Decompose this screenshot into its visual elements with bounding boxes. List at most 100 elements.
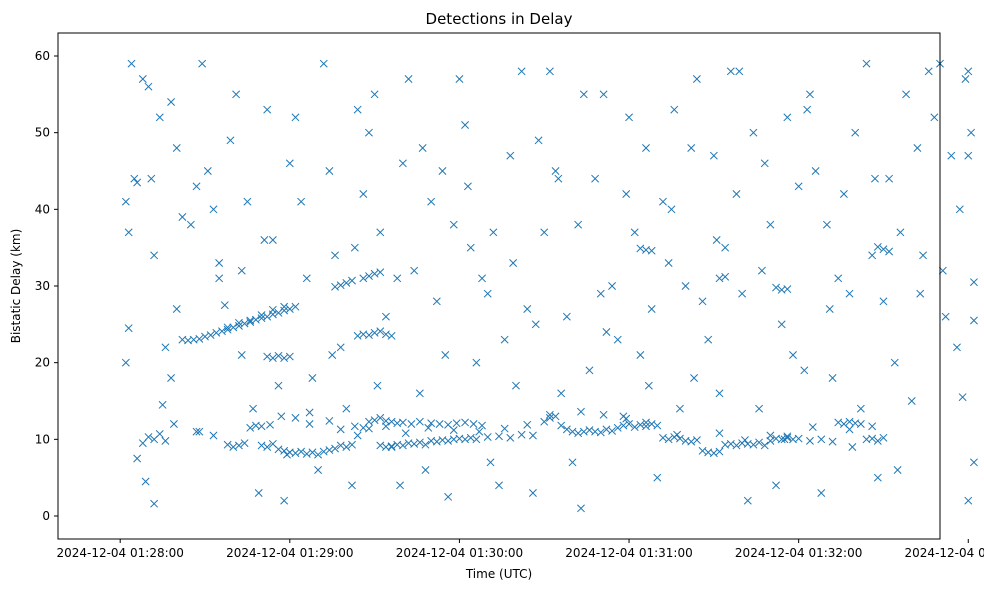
y-tick-label: 20 <box>35 356 50 370</box>
data-point-marker <box>234 441 243 450</box>
data-point-marker <box>599 410 608 419</box>
data-point-marker <box>297 447 306 456</box>
data-point-marker <box>766 220 775 229</box>
data-point-marker <box>902 90 911 99</box>
data-point-marker <box>418 144 427 152</box>
y-tick-label: 60 <box>35 49 50 63</box>
data-point-marker <box>220 301 229 310</box>
data-point-marker <box>305 420 314 428</box>
data-point-marker <box>780 435 789 444</box>
data-point-marker <box>365 128 373 137</box>
data-point-marker <box>268 354 277 363</box>
y-tick-label: 40 <box>35 202 50 216</box>
data-point-marker <box>376 327 385 336</box>
data-point-marker <box>879 297 888 306</box>
data-point-marker <box>845 289 854 298</box>
data-point-marker <box>237 351 246 359</box>
data-point-marker <box>246 423 255 432</box>
data-point-marker <box>907 397 916 405</box>
y-tick-label: 50 <box>35 126 50 140</box>
data-point-marker <box>489 228 498 237</box>
data-point-marker <box>421 440 430 449</box>
data-point-marker <box>794 182 803 191</box>
data-point-marker <box>709 151 718 160</box>
data-point-marker <box>155 430 164 438</box>
data-point-marker <box>896 228 905 237</box>
x-tick-label: 2024-12-04 01:30:00 <box>396 546 523 560</box>
data-point-marker <box>398 159 407 168</box>
data-point-marker <box>647 305 656 313</box>
data-point-marker <box>331 251 339 260</box>
data-point-marker <box>359 274 368 283</box>
data-point-marker <box>839 190 848 198</box>
data-point-marker <box>879 433 888 442</box>
data-point-marker <box>328 351 337 359</box>
data-point-marker <box>486 458 495 467</box>
data-point-marker <box>913 144 922 152</box>
data-point-marker <box>687 144 696 152</box>
data-point-marker <box>478 421 486 430</box>
data-point-marker <box>916 289 925 298</box>
data-point-marker <box>167 98 176 106</box>
data-point-marker <box>280 302 289 311</box>
data-point-marker <box>732 441 741 450</box>
data-point-marker <box>155 113 164 122</box>
data-point-marker <box>463 182 472 191</box>
data-point-marker <box>534 136 543 145</box>
data-point-marker <box>192 427 201 436</box>
data-point-marker <box>591 174 600 183</box>
data-point-marker <box>223 325 232 334</box>
data-point-marker <box>885 174 894 183</box>
data-point-marker <box>195 427 204 436</box>
data-point-marker <box>947 151 956 160</box>
data-point-marker <box>500 335 509 344</box>
data-point-marker <box>579 90 588 99</box>
x-tick-label: 2024-12-04 01:33:00 <box>905 546 984 560</box>
data-point-marker <box>198 59 207 68</box>
data-point-marker <box>444 492 453 501</box>
data-point-marker <box>851 128 860 137</box>
data-point-marker <box>232 90 241 99</box>
data-point-marker <box>257 311 266 320</box>
data-point-marker <box>808 423 817 432</box>
data-point-marker <box>336 425 345 434</box>
data-point-marker <box>551 167 560 175</box>
data-point-marker <box>562 312 571 321</box>
data-point-marker <box>941 312 950 321</box>
data-point-marker <box>178 335 187 344</box>
data-point-marker <box>169 420 178 428</box>
data-point-marker <box>528 431 537 440</box>
data-point-marker <box>732 190 741 198</box>
data-point-marker <box>675 404 684 413</box>
data-point-marker <box>277 412 286 421</box>
data-point-marker <box>964 67 973 76</box>
data-point-marker <box>274 351 283 360</box>
data-point-marker <box>873 473 882 482</box>
data-point-marker <box>178 213 187 221</box>
data-point-marker <box>967 128 976 137</box>
data-point-marker <box>133 454 142 463</box>
data-point-marker <box>777 320 786 329</box>
data-point-marker <box>396 481 405 490</box>
data-point-marker <box>438 167 447 175</box>
y-axis-label: Bistatic Delay (km) <box>9 229 23 344</box>
y-axis-ticks: 0 10 20 30 40 50 60 <box>35 49 58 523</box>
data-point-marker <box>223 440 232 449</box>
data-point-marker <box>562 425 571 434</box>
data-point-marker <box>223 323 232 332</box>
data-point-marker <box>268 305 277 314</box>
data-point-marker <box>308 448 317 457</box>
data-point-marker <box>325 167 334 175</box>
x-tick-label: 2024-12-04 01:29:00 <box>226 546 353 560</box>
x-axis-label: Time (UTC) <box>465 567 532 581</box>
data-point-marker <box>803 105 812 114</box>
data-point-marker <box>715 429 724 438</box>
data-point-marker <box>845 425 854 434</box>
data-point-marker <box>387 443 396 451</box>
data-point-marker <box>622 190 631 198</box>
data-point-marker <box>673 430 682 439</box>
data-point-marker <box>749 128 758 137</box>
data-point-marker <box>475 427 484 436</box>
data-point-marker <box>577 504 585 513</box>
